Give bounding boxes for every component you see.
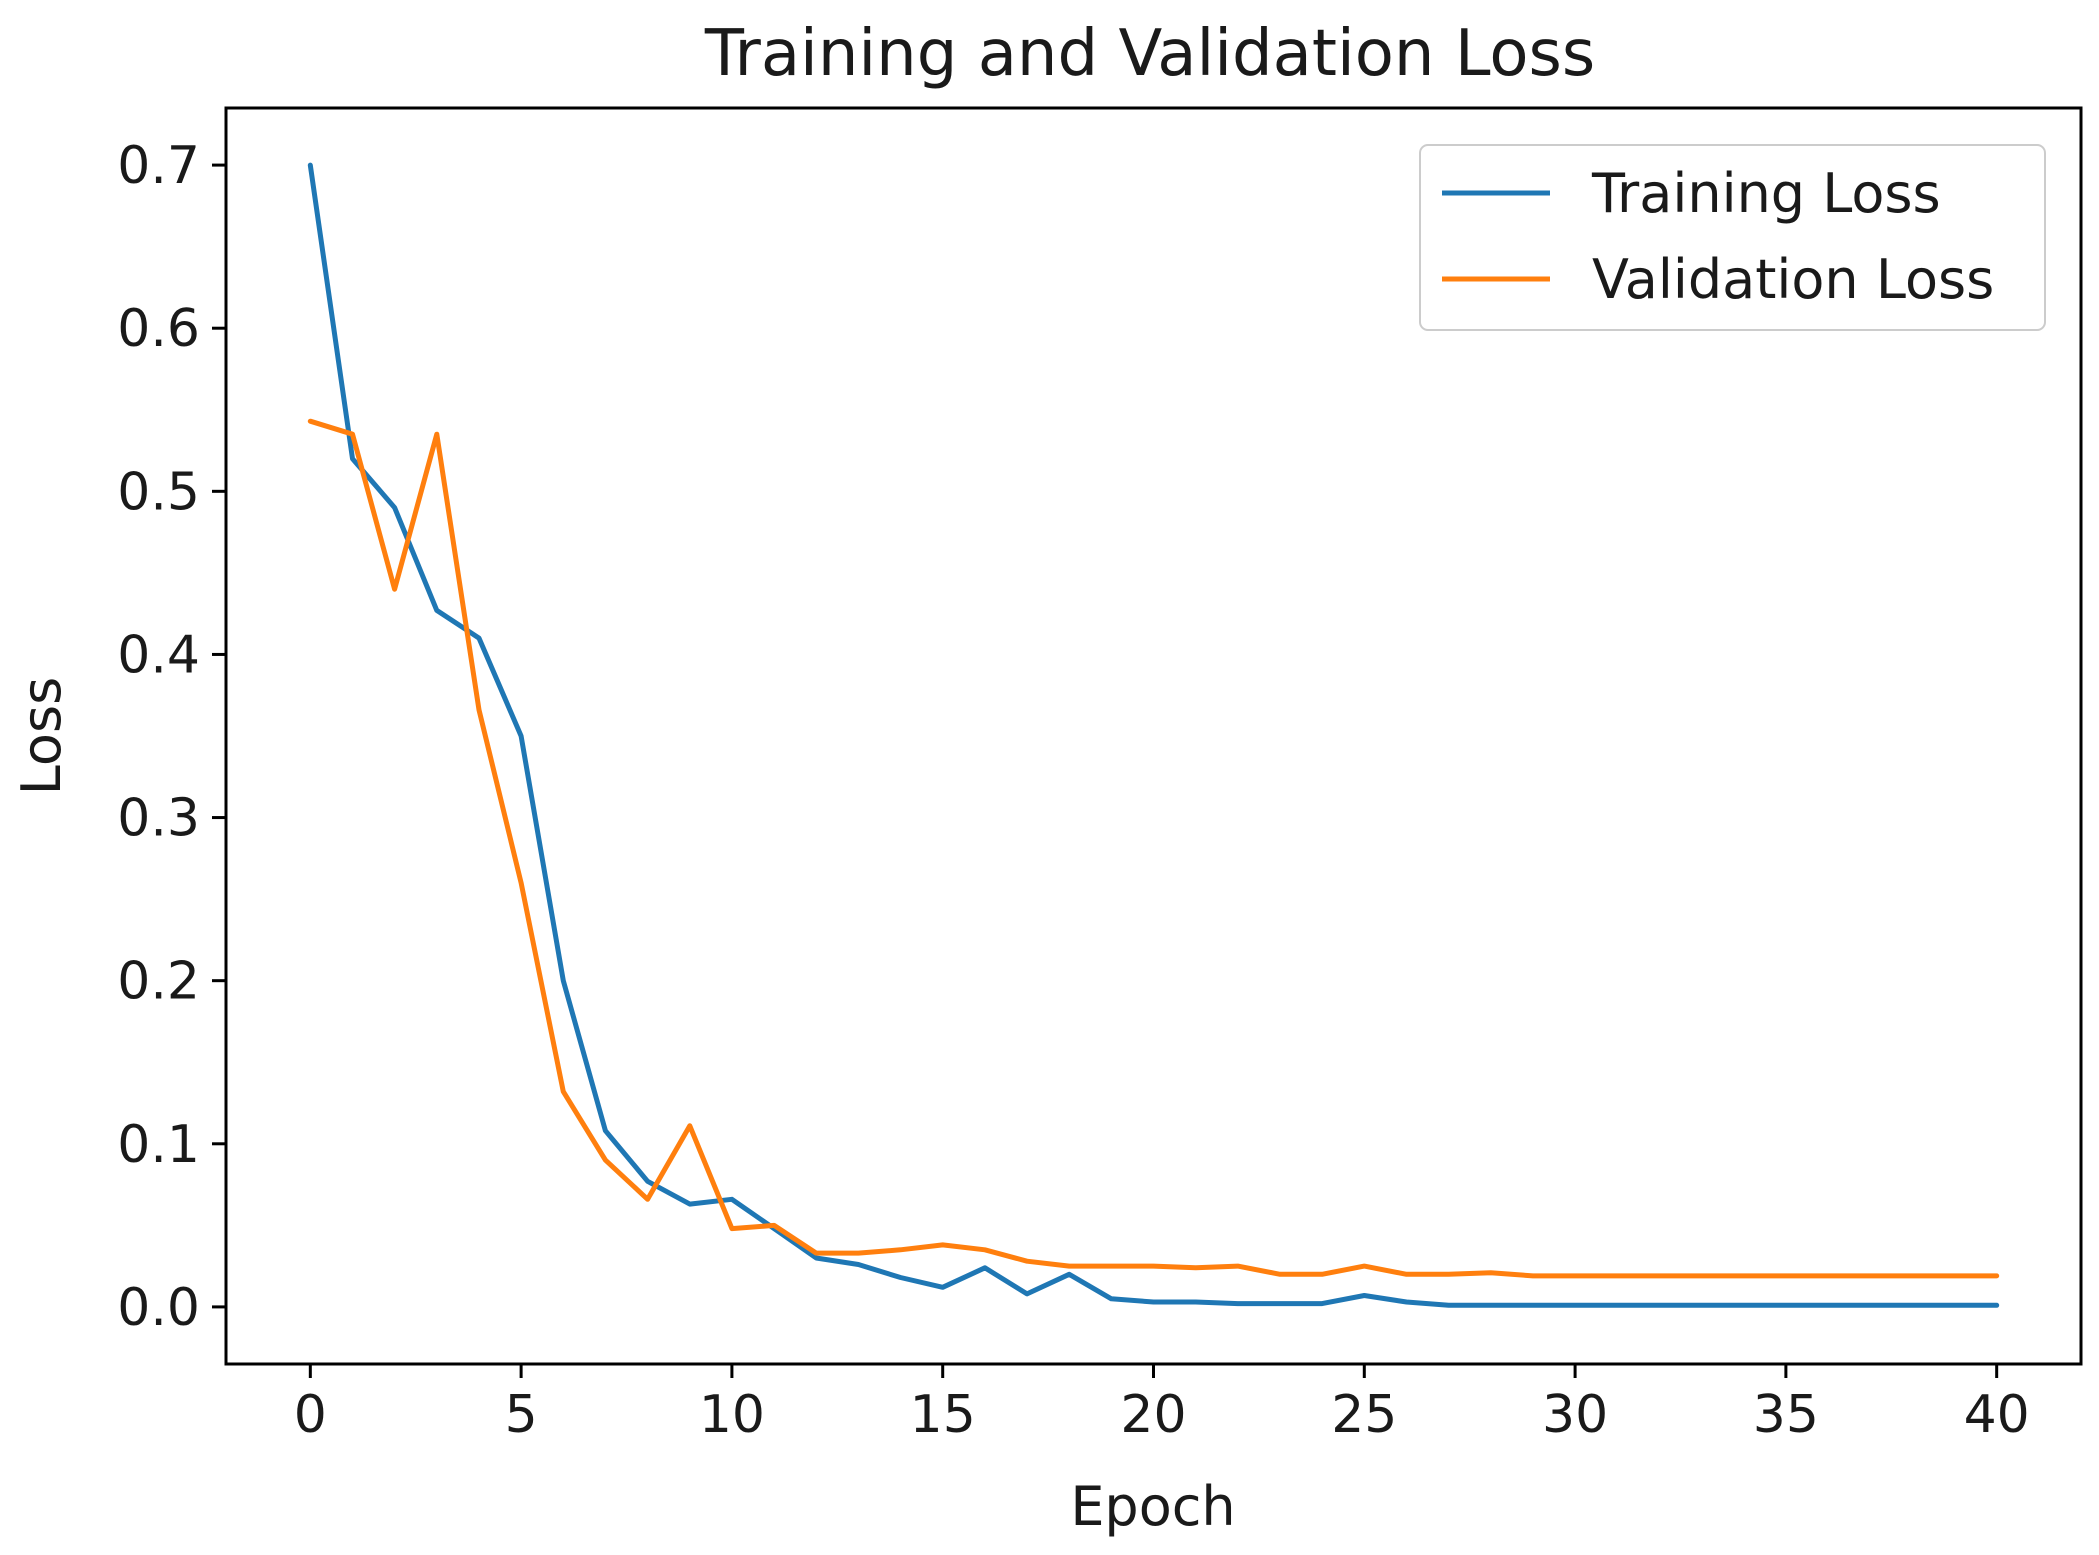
x-tick-label: 35 bbox=[1753, 1385, 1819, 1445]
x-tick-label: 0 bbox=[294, 1385, 327, 1445]
y-tick-label: 0.3 bbox=[117, 789, 200, 849]
x-tick-label: 30 bbox=[1542, 1385, 1608, 1445]
y-tick-label: 0.2 bbox=[117, 952, 200, 1012]
y-tick-label: 0.4 bbox=[117, 625, 200, 685]
x-tick-label: 25 bbox=[1331, 1385, 1397, 1445]
y-tick-label: 0.6 bbox=[117, 299, 200, 359]
legend-label-training-loss: Training Loss bbox=[1591, 162, 1941, 225]
series-line-validation-loss bbox=[307, 418, 2000, 1279]
x-tick-label: 40 bbox=[1964, 1385, 2030, 1445]
x-tick-label: 5 bbox=[505, 1385, 538, 1445]
chart-title: Training and Validation Loss bbox=[704, 17, 1595, 91]
y-axis: 0.0 0.1 0.2 0.3 0.4 0.5 0.6 0.7 bbox=[117, 136, 226, 1338]
x-tick-label: 10 bbox=[699, 1385, 765, 1445]
x-tick-label: 20 bbox=[1120, 1385, 1186, 1445]
series-line-training-loss bbox=[307, 162, 2000, 1308]
x-axis: 0 5 10 15 20 25 30 35 40 bbox=[294, 1364, 2030, 1445]
y-tick-label: 0.0 bbox=[117, 1278, 200, 1338]
y-tick-label: 0.1 bbox=[117, 1115, 200, 1175]
legend-box bbox=[1419, 144, 2046, 331]
y-axis-label: Loss bbox=[10, 677, 73, 795]
y-tick-label: 0.7 bbox=[117, 136, 200, 196]
legend: Training Loss Validation Loss bbox=[1419, 144, 2046, 331]
y-tick-label: 0.5 bbox=[117, 462, 200, 522]
legend-label-validation-loss: Validation Loss bbox=[1592, 248, 1994, 311]
x-axis-label: Epoch bbox=[1070, 1475, 1235, 1538]
x-tick-label: 15 bbox=[910, 1385, 976, 1445]
plot-lines bbox=[307, 162, 2000, 1308]
